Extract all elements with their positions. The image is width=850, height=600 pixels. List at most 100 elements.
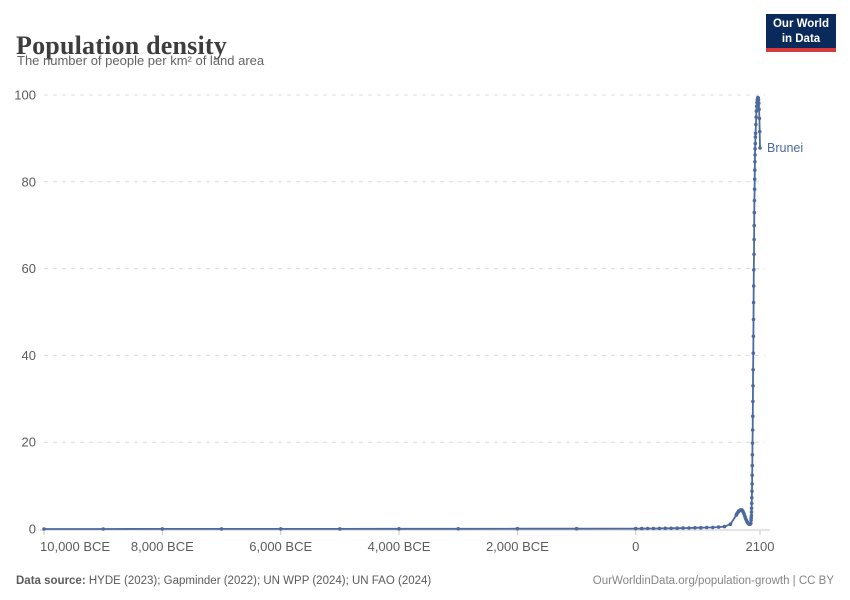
page-title: Population density — [16, 31, 227, 61]
data-point[interactable] — [752, 177, 757, 181]
chart-footer: Data source: HYDE (2023); Gapminder (202… — [16, 575, 834, 587]
data-point[interactable] — [752, 210, 757, 215]
data-point[interactable] — [574, 526, 579, 531]
data-point[interactable] — [669, 526, 673, 531]
data-point[interactable] — [751, 300, 756, 305]
data-point[interactable] — [42, 527, 46, 531]
data-point[interactable] — [704, 525, 709, 530]
data-point[interactable] — [456, 527, 461, 531]
data-point[interactable] — [754, 109, 759, 113]
data-point[interactable] — [749, 501, 754, 506]
data-point[interactable] — [693, 526, 697, 530]
data-point[interactable] — [757, 129, 762, 134]
data-point[interactable] — [749, 521, 753, 526]
data-point[interactable] — [750, 496, 754, 500]
data-point[interactable] — [751, 284, 756, 288]
data-point[interactable] — [758, 146, 762, 150]
data-point[interactable] — [651, 526, 656, 531]
data-point[interactable] — [699, 525, 703, 530]
data-point[interactable] — [675, 526, 679, 530]
data-point[interactable] — [753, 141, 758, 146]
x-tick-label--10000: 10,000 BCE — [40, 539, 110, 554]
data-source-list: HYDE (2023); Gapminder (2022); UN WPP (2… — [85, 575, 432, 587]
data-point[interactable] — [687, 526, 691, 530]
data-point[interactable] — [101, 527, 105, 531]
y-tick-label-40: 40 — [22, 348, 36, 363]
data-point[interactable] — [753, 131, 758, 135]
data-point[interactable] — [633, 526, 638, 531]
data-point[interactable] — [753, 147, 757, 151]
y-tick-label-20: 20 — [22, 435, 36, 450]
data-point[interactable] — [749, 506, 754, 511]
data-point[interactable] — [645, 526, 650, 531]
owid-logo-line2: in Data — [781, 32, 821, 45]
data-point[interactable] — [160, 527, 165, 531]
data-point[interactable] — [751, 334, 756, 339]
credit-link[interactable]: OurWorldinData.org/population-growth | C… — [592, 575, 834, 587]
data-point[interactable] — [752, 223, 756, 228]
data-point[interactable] — [750, 489, 754, 494]
data-point[interactable] — [397, 527, 401, 531]
data-point[interactable] — [751, 351, 756, 356]
data-point[interactable] — [754, 122, 758, 127]
data-point[interactable] — [756, 98, 761, 102]
series-line-brunei[interactable] — [43, 96, 761, 530]
y-tick-label-60: 60 — [22, 261, 36, 276]
data-point[interactable] — [750, 441, 755, 445]
data-point[interactable] — [722, 524, 727, 529]
data-point[interactable] — [219, 527, 224, 531]
data-point[interactable] — [750, 473, 754, 478]
data-point[interactable] — [753, 160, 757, 164]
data-point[interactable] — [749, 513, 754, 518]
data-point[interactable] — [752, 252, 756, 257]
data-point[interactable] — [753, 135, 758, 139]
x-tick-label--6000: 6,000 BCE — [249, 539, 312, 554]
y-tick-label-80: 80 — [22, 174, 36, 189]
x-tick-label--4000: 4,000 BCE — [368, 539, 431, 554]
data-point[interactable] — [716, 525, 721, 529]
data-point[interactable] — [757, 107, 761, 112]
y-tick-label-100: 100 — [14, 88, 36, 103]
data-point[interactable] — [657, 526, 662, 531]
data-source-label: Data source: — [16, 575, 86, 587]
data-point[interactable] — [728, 522, 733, 526]
data-point[interactable] — [754, 104, 759, 109]
data-point[interactable] — [750, 428, 755, 432]
data-point[interactable] — [710, 525, 715, 530]
series-label-brunei[interactable]: Brunei — [767, 141, 803, 155]
x-tick-label-0: 0 — [632, 539, 639, 554]
data-point[interactable] — [752, 198, 757, 203]
data-point[interactable] — [663, 526, 668, 531]
data-point[interactable] — [751, 384, 755, 388]
data-point[interactable] — [752, 187, 757, 191]
data-point[interactable] — [751, 399, 755, 404]
x-tick-label--8000: 8,000 BCE — [131, 539, 194, 554]
data-point[interactable] — [681, 526, 685, 530]
x-tick-label--2000: 2,000 BCE — [486, 539, 549, 554]
data-point[interactable] — [338, 527, 342, 531]
data-point[interactable] — [754, 115, 758, 119]
data-point[interactable] — [751, 317, 756, 322]
data-point[interactable] — [752, 268, 756, 272]
data-point[interactable] — [753, 168, 757, 172]
data-point[interactable] — [639, 526, 644, 531]
x-tick-label-2100: 2100 — [746, 539, 775, 554]
data-point[interactable] — [751, 367, 755, 372]
y-tick-label-0: 0 — [29, 522, 36, 537]
data-point[interactable] — [757, 101, 761, 105]
data-point[interactable] — [750, 453, 755, 457]
data-point[interactable] — [515, 526, 520, 531]
data-point[interactable] — [757, 116, 762, 121]
data-point[interactable] — [750, 463, 755, 468]
data-point[interactable] — [751, 414, 755, 419]
data-point[interactable] — [278, 527, 283, 531]
data-point[interactable] — [753, 153, 757, 157]
data-point[interactable] — [749, 516, 753, 520]
owid-logo[interactable]: Our World in Data — [766, 14, 836, 53]
data-point[interactable] — [749, 510, 754, 514]
chart-subtitle: The number of people per km² of land are… — [17, 53, 265, 68]
data-point[interactable] — [752, 237, 756, 242]
data-point[interactable] — [750, 482, 754, 486]
